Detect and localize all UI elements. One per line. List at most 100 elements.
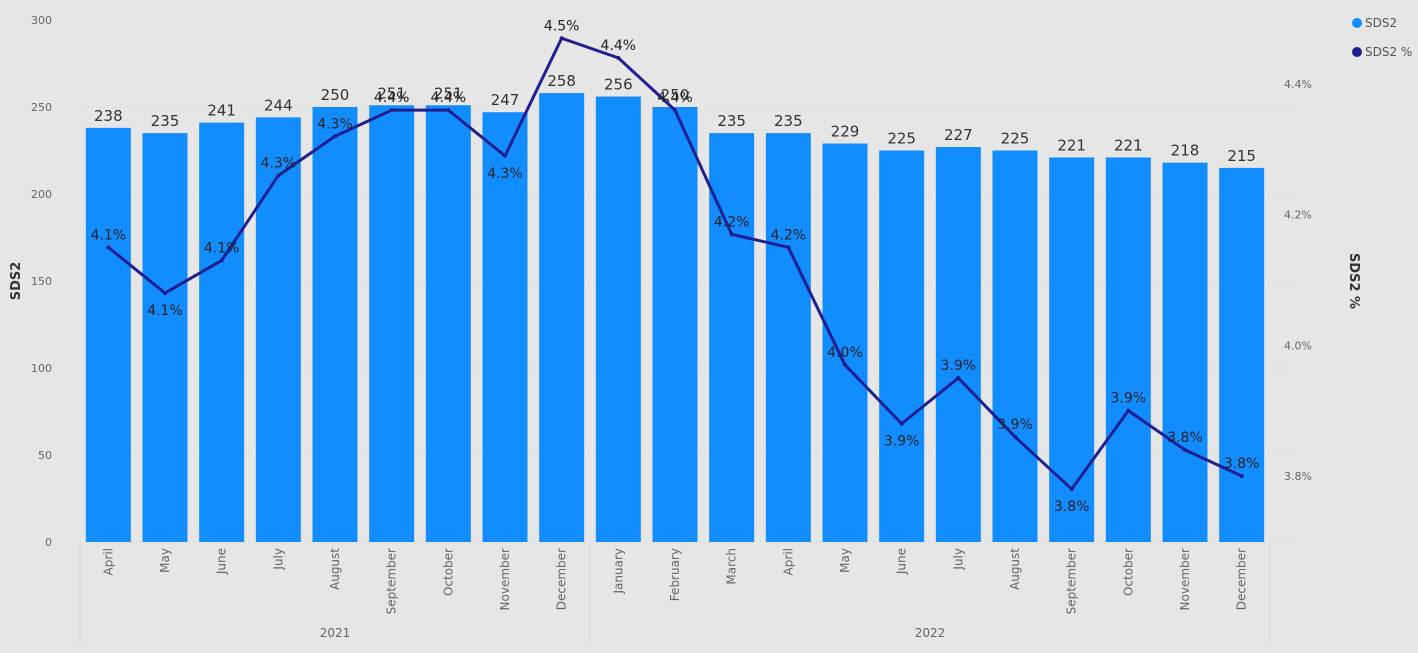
line-point[interactable] [729, 232, 734, 237]
x-tick-label: August [1008, 548, 1022, 590]
bar[interactable] [539, 93, 585, 542]
x-tick-label: April [101, 548, 115, 575]
line-point[interactable] [786, 245, 791, 250]
x-tick-label: November [498, 548, 512, 610]
line-point[interactable] [503, 153, 507, 158]
bar-data-label: 258 [547, 72, 576, 90]
y-right-tick-label: 4.0% [1284, 339, 1312, 352]
x-tick-label: May [158, 548, 172, 573]
bar-data-label: 250 [661, 86, 690, 104]
bar[interactable] [992, 150, 1038, 543]
line-point[interactable] [956, 376, 961, 380]
x-tick-label: July [951, 548, 965, 571]
legend-marker[interactable] [1352, 18, 1362, 28]
line-point[interactable] [333, 134, 337, 139]
legend[interactable]: SDS2 SDS2 % [1352, 16, 1412, 59]
y-left-axis-title: SDS2 [9, 262, 24, 301]
legend-marker[interactable] [1352, 47, 1362, 57]
bar-data-label: 225 [1001, 130, 1030, 148]
bar-data-label: 235 [774, 112, 803, 130]
bar-data-label: 247 [491, 91, 520, 109]
line-point[interactable] [106, 245, 111, 250]
line-point[interactable] [1239, 474, 1244, 478]
x-tick-label: July [271, 548, 285, 571]
line-data-label: 4.4% [431, 90, 467, 106]
x-tick-label: September [385, 548, 399, 614]
legend-label[interactable]: SDS2 [1365, 16, 1397, 30]
line-data-label: 4.1% [91, 227, 127, 243]
line-point[interactable] [219, 258, 224, 263]
bar[interactable] [142, 133, 188, 542]
line-point[interactable] [673, 108, 677, 113]
line-data-label: 3.8% [1167, 430, 1203, 446]
line-data-label: 4.0% [827, 345, 863, 361]
x-tick-label: April [781, 548, 795, 575]
x-tick-label: October [441, 548, 455, 596]
y-right-axis-title: SDS2 % [1346, 253, 1361, 309]
y-left-tick-label: 150 [31, 275, 52, 288]
line-point[interactable] [389, 108, 394, 113]
bar[interactable] [85, 127, 131, 542]
bar-data-label: 235 [151, 112, 180, 130]
x-tick-label: June [215, 548, 229, 575]
bar[interactable] [312, 107, 358, 542]
x-tick-label: December [555, 548, 569, 610]
line-point[interactable] [1183, 447, 1187, 452]
y-left-tick-label: 0 [45, 536, 52, 549]
bar[interactable] [822, 143, 868, 543]
bar[interactable] [935, 147, 981, 542]
bar[interactable] [879, 150, 925, 543]
bar[interactable] [482, 112, 528, 542]
y-left-tick-label: 300 [31, 14, 52, 27]
line-data-label: 3.9% [884, 434, 920, 450]
bar[interactable] [1105, 157, 1151, 542]
bar[interactable] [1049, 157, 1095, 542]
y-right-tick-label: 4.4% [1284, 78, 1312, 91]
bar[interactable] [652, 107, 698, 542]
line-point[interactable] [276, 173, 281, 178]
bar[interactable] [425, 105, 471, 542]
y-left-tick-label: 100 [31, 362, 52, 375]
bar-data-label: 218 [1171, 142, 1200, 160]
bar-data-label: 229 [831, 123, 860, 141]
line-data-label: 3.8% [1224, 456, 1260, 472]
x-tick-label: March [725, 548, 739, 585]
line-point[interactable] [559, 36, 564, 41]
line-data-label: 4.5% [544, 18, 580, 34]
line-point[interactable] [1013, 434, 1017, 439]
bar-data-label: 235 [717, 112, 746, 130]
bar-data-label: 221 [1114, 136, 1143, 154]
line-point[interactable] [1126, 408, 1131, 413]
line-data-label: 4.1% [147, 303, 183, 319]
axes: 0 50 100 150 200 250 300 3.8% 4.0% 4.2% 4.4% SDS2 SD… [9, 14, 1361, 642]
line-point[interactable] [616, 55, 621, 60]
bar[interactable] [199, 122, 245, 542]
legend-label[interactable]: SDS2 % [1365, 45, 1412, 59]
bar[interactable] [709, 133, 755, 542]
bar[interactable] [595, 96, 641, 542]
line-data-label: 4.1% [204, 240, 240, 256]
y-right-tick-label: 3.8% [1284, 470, 1312, 483]
line-point[interactable] [446, 108, 451, 113]
bar[interactable] [369, 105, 415, 542]
bar[interactable] [765, 133, 811, 542]
bar[interactable] [255, 117, 301, 542]
bar-data-label: 256 [604, 76, 633, 94]
bar[interactable] [1219, 167, 1265, 542]
x-tick-label: September [1065, 548, 1079, 614]
bar[interactable] [1162, 162, 1208, 542]
line-point[interactable] [163, 291, 167, 296]
y-left-tick-label: 250 [31, 101, 52, 114]
line-data-label: 3.9% [941, 358, 977, 374]
line-point[interactable] [843, 362, 847, 367]
line-point[interactable] [899, 421, 904, 426]
x-tick-label: February [668, 548, 682, 601]
x-tick-label: August [328, 548, 342, 590]
line-point[interactable] [1069, 487, 1074, 492]
bar-data-label: 221 [1057, 136, 1086, 154]
bar-data-label: 250 [321, 86, 350, 104]
x-tick-label: January [611, 548, 625, 595]
y-left-tick-label: 50 [38, 449, 52, 462]
